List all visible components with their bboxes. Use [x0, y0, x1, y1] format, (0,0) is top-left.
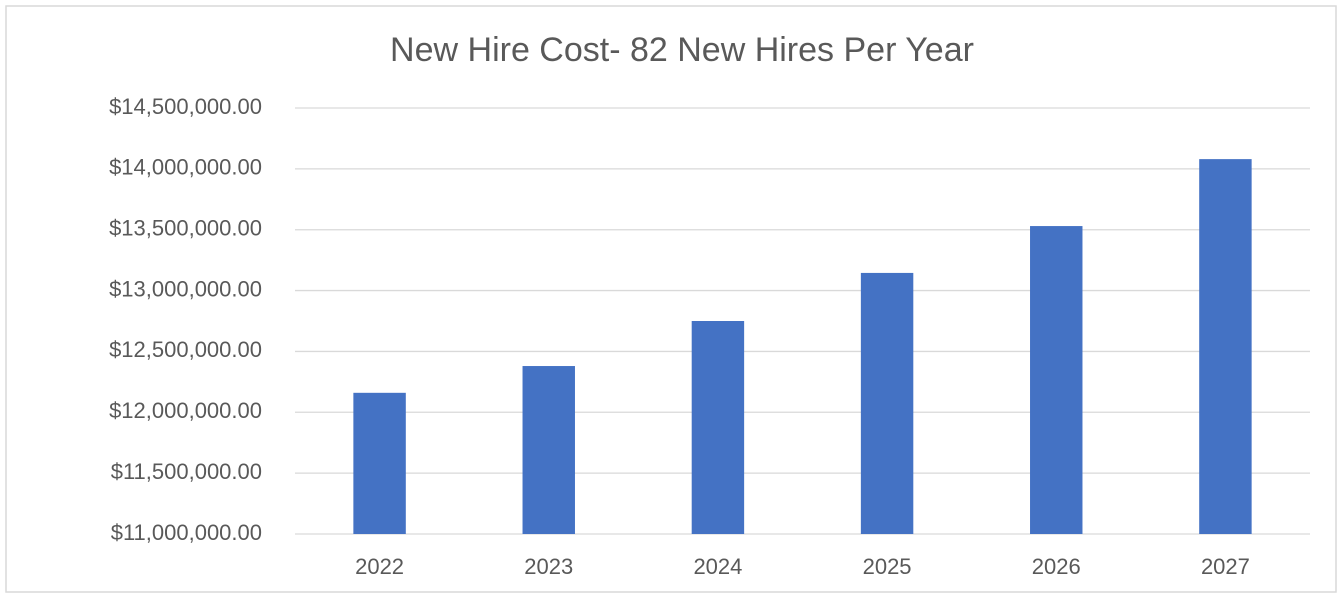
x-tick-label: 2023: [524, 554, 573, 579]
x-tick-label: 2024: [693, 554, 742, 579]
y-tick-label: $13,000,000.00: [109, 276, 262, 301]
bar: [691, 321, 745, 534]
y-tick-label: $14,500,000.00: [109, 94, 262, 119]
x-tick-label: 2027: [1201, 554, 1250, 579]
x-tick-label: 2026: [1032, 554, 1081, 579]
chart-frame: [5, 5, 1337, 593]
y-tick-label: $13,500,000.00: [109, 216, 262, 241]
x-tick-label: 2025: [863, 554, 912, 579]
bar: [1199, 159, 1252, 534]
bar: [860, 272, 914, 534]
y-tick-label: $11,000,000.00: [111, 520, 262, 545]
y-tick-label: $12,500,000.00: [109, 337, 262, 362]
y-tick-label: $11,500,000.00: [111, 459, 262, 484]
chart-title: New Hire Cost- 82 New Hires Per Year: [390, 31, 974, 69]
y-tick-label: $14,000,000.00: [109, 155, 262, 180]
bar: [1030, 226, 1083, 534]
x-tick-label: 2022: [355, 554, 404, 579]
y-tick-label: $12,000,000.00: [109, 398, 262, 423]
bar: [522, 366, 575, 534]
bar: [353, 392, 406, 534]
